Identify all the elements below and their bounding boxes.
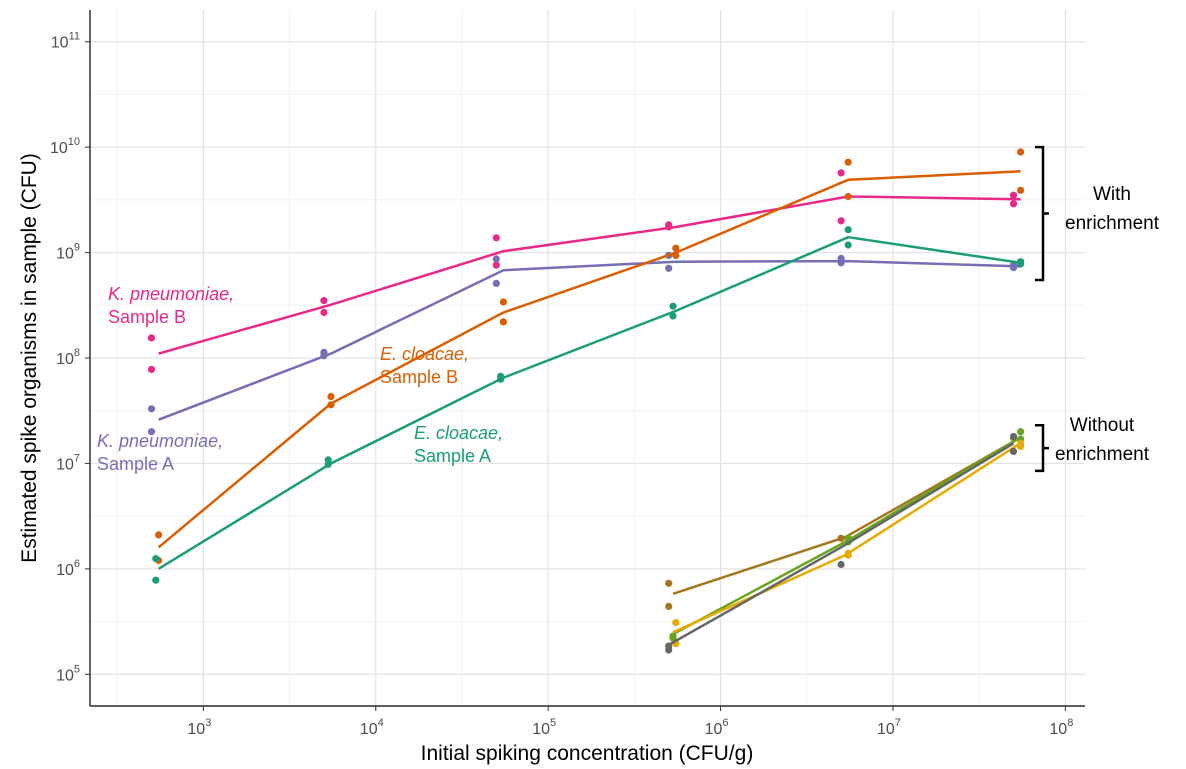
data-point xyxy=(1009,264,1018,272)
data-point xyxy=(499,298,507,306)
y-tick-label: 105 xyxy=(56,663,80,684)
y-axis-title: Estimated spike organisms in sample (CFU… xyxy=(18,153,41,563)
series-annotation: E. cloacae, xyxy=(380,344,469,364)
data-point xyxy=(1017,442,1025,450)
series-line xyxy=(668,442,1015,646)
brackets: With enrichment Without enrichment xyxy=(1035,145,1160,473)
data-point xyxy=(665,579,673,587)
data-point xyxy=(499,318,507,326)
data-point xyxy=(1009,191,1018,199)
data-point xyxy=(492,234,500,242)
grid xyxy=(90,10,1085,706)
bracket xyxy=(1035,424,1049,473)
series-4 xyxy=(152,226,1025,584)
data-point xyxy=(320,352,328,360)
y-tick-label: 108 xyxy=(56,347,80,368)
x-axis-title: Initial spiking concentration (CFU/g) xyxy=(421,742,754,765)
data-point xyxy=(492,261,500,269)
series-5 xyxy=(665,434,1019,611)
data-point xyxy=(844,192,852,201)
data-point xyxy=(844,158,852,166)
bracket-label: Without xyxy=(1070,415,1135,436)
data-point xyxy=(665,264,673,272)
data-point xyxy=(844,241,852,249)
data-point xyxy=(147,334,156,342)
data-point xyxy=(497,375,505,383)
series-annotation: K. pneumoniae, xyxy=(108,284,234,304)
data-point xyxy=(320,297,328,305)
data-point xyxy=(837,560,845,569)
y-tick-label: 1011 xyxy=(51,31,80,52)
data-point xyxy=(327,393,335,401)
data-point xyxy=(844,551,852,559)
data-point xyxy=(665,602,673,611)
data-point xyxy=(147,405,156,413)
series-annotation: Sample B xyxy=(380,367,458,387)
data-point xyxy=(837,259,845,267)
series-annotation: K. pneumoniae, xyxy=(97,431,223,451)
series-line xyxy=(157,235,1021,570)
data-point xyxy=(327,401,335,409)
y-ticks: 105 106 107 108 109 1010 1011 xyxy=(50,31,90,684)
series-annotation: Sample A xyxy=(97,454,174,474)
series-group xyxy=(147,148,1025,654)
annotations: K. pneumoniae, Sample B E. cloacae, Sample … xyxy=(97,284,503,474)
data-point xyxy=(155,531,163,539)
data-point xyxy=(844,226,852,234)
data-point xyxy=(1009,432,1018,441)
series-annotation: Sample A xyxy=(414,446,491,466)
series-line xyxy=(158,259,1021,421)
bracket xyxy=(1035,145,1049,282)
y-tick-label: 1010 xyxy=(50,136,80,157)
data-point xyxy=(669,312,677,320)
data-point xyxy=(152,576,160,584)
data-point xyxy=(665,646,673,654)
data-point xyxy=(1017,428,1025,436)
series-line xyxy=(158,195,1021,355)
data-point xyxy=(492,279,500,287)
x-tick-label: 107 xyxy=(877,717,901,738)
bracket-label: enrichment xyxy=(1065,213,1160,234)
series-line xyxy=(157,170,1021,549)
series-2 xyxy=(147,251,1021,436)
data-point xyxy=(672,618,680,627)
data-point xyxy=(672,251,680,259)
data-point xyxy=(152,555,160,563)
x-ticks: 103 104 105 106 107 108 xyxy=(187,706,1073,738)
y-tick-label: 107 xyxy=(56,452,80,473)
x-tick-label: 104 xyxy=(360,717,384,738)
data-point xyxy=(837,169,845,177)
x-tick-label: 106 xyxy=(705,717,729,738)
series-8 xyxy=(665,432,1018,654)
data-point xyxy=(320,308,328,317)
data-point xyxy=(837,217,845,225)
data-point xyxy=(147,428,156,436)
series-3 xyxy=(155,148,1025,565)
data-point xyxy=(837,534,845,542)
bracket-label: With xyxy=(1093,184,1131,205)
data-point xyxy=(324,460,332,468)
data-point xyxy=(1009,447,1018,455)
x-tick-label: 103 xyxy=(187,717,211,738)
data-point xyxy=(147,365,156,373)
data-point xyxy=(492,255,500,263)
series-annotation: Sample B xyxy=(108,307,186,327)
data-point xyxy=(672,244,680,252)
data-point xyxy=(1009,200,1018,208)
x-tick-label: 105 xyxy=(532,717,556,738)
y-tick-label: 109 xyxy=(56,242,80,263)
x-tick-label: 108 xyxy=(1049,717,1073,738)
data-point xyxy=(669,634,677,642)
data-point xyxy=(665,223,673,231)
series-annotation: E. cloacae, xyxy=(414,423,503,443)
series-7 xyxy=(672,439,1025,648)
bracket-label: enrichment xyxy=(1055,444,1150,465)
data-point xyxy=(669,302,677,310)
data-point xyxy=(1017,186,1025,194)
data-point xyxy=(1017,260,1025,268)
data-point xyxy=(1017,148,1025,156)
y-tick-label: 106 xyxy=(56,558,80,579)
series-1 xyxy=(147,169,1021,373)
